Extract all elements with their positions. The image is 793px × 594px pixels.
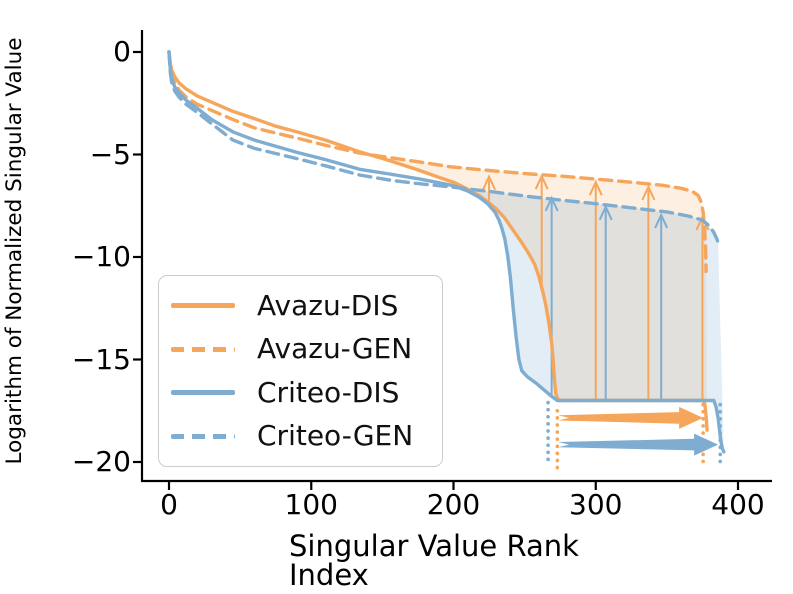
legend: Avazu-DIS Avazu-GEN Criteo-DIS Criteo-GE… bbox=[158, 275, 443, 467]
up-arrow-head-1 bbox=[534, 173, 549, 190]
legend-line-sample-avazu-dis bbox=[171, 303, 235, 309]
legend-line-sample-criteo-gen bbox=[171, 433, 235, 439]
legend-label: Criteo-DIS bbox=[257, 375, 400, 409]
y-tick-label: 0 bbox=[113, 35, 131, 68]
y-tick-label: −10 bbox=[71, 240, 131, 273]
legend-item-avazu-gen: Avazu-GEN bbox=[171, 335, 436, 363]
up-arrow-head-3 bbox=[641, 184, 656, 201]
up-arrow-head-0 bbox=[482, 174, 496, 191]
legend-line-sample-avazu-gen bbox=[171, 346, 235, 352]
legend-item-avazu-dis: Avazu-DIS bbox=[171, 288, 436, 322]
y-tick-label: −20 bbox=[71, 445, 131, 478]
y-tick-label: −15 bbox=[71, 342, 131, 376]
x-tick-label: 200 bbox=[426, 488, 481, 521]
y-axis-label: Logarithm of Normalized Singular Value bbox=[2, 37, 27, 465]
x-tick-label: 100 bbox=[284, 488, 338, 521]
series-line-criteo-dis bbox=[167, 50, 726, 454]
up-arrow-head-2 bbox=[588, 179, 603, 196]
x-tick-label: 400 bbox=[711, 488, 765, 521]
legend-line-sample-criteo-dis bbox=[171, 390, 235, 396]
up-arrow-head-7 bbox=[654, 212, 669, 229]
legend-label: Avazu-DIS bbox=[257, 288, 399, 322]
series-line-criteo-gen bbox=[167, 50, 720, 245]
series-line-avazu-gen bbox=[167, 50, 708, 274]
legend-label: Criteo-GEN bbox=[257, 419, 414, 453]
y-tick-label: −5 bbox=[89, 137, 131, 171]
up-arrow-head-6 bbox=[598, 204, 613, 221]
x-tick-label: 300 bbox=[569, 488, 623, 521]
rank-span-arrow-1 bbox=[558, 433, 719, 456]
rank-span-arrow-0 bbox=[558, 406, 704, 429]
x-tick-label: 0 bbox=[160, 488, 178, 521]
x-axis-label: Singular Value Rank Index bbox=[289, 529, 579, 592]
avazu-gap-fill bbox=[362, 152, 708, 431]
legend-item-criteo-dis: Criteo-DIS bbox=[171, 375, 436, 409]
legend-item-criteo-gen: Criteo-GEN bbox=[171, 422, 436, 450]
legend-label: Avazu-GEN bbox=[257, 332, 413, 366]
